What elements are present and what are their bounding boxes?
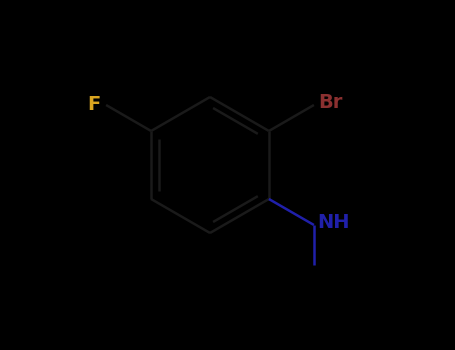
Text: F: F xyxy=(87,96,100,114)
Text: NH: NH xyxy=(317,214,349,232)
Text: Br: Br xyxy=(318,93,342,112)
